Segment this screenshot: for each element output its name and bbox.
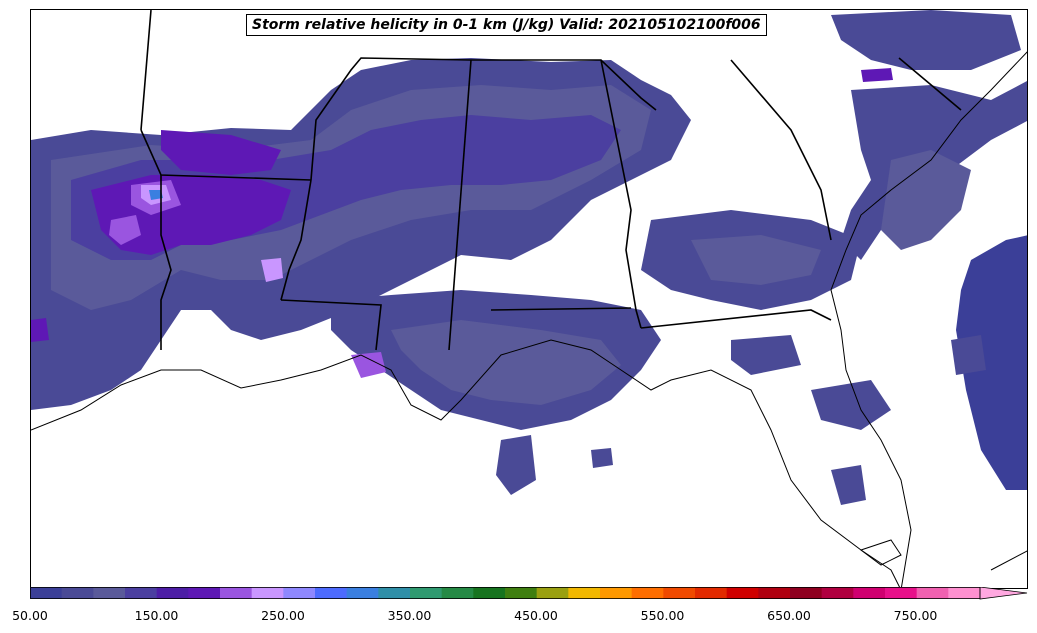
colorbar-segment <box>93 587 126 599</box>
colorbar-segment <box>410 587 443 599</box>
helicity-map <box>31 10 1027 588</box>
colorbar-segment <box>346 587 379 599</box>
colorbar-outline <box>30 587 981 599</box>
helicity-contours <box>31 10 1027 505</box>
colorbar-segment <box>853 587 886 599</box>
colorbar-segment <box>568 587 601 599</box>
colorbar-segment <box>30 587 63 599</box>
colorbar-segment <box>726 587 759 599</box>
colorbar-tick-label: 50.00 <box>12 608 48 623</box>
colorbar <box>30 587 1028 600</box>
colorbar-segment <box>790 587 823 599</box>
colorbar-segment <box>505 587 538 599</box>
colorbar-segment <box>188 587 221 599</box>
colorbar-segment <box>61 587 94 599</box>
colorbar-segment <box>283 587 316 599</box>
colorbar-segment <box>156 587 189 599</box>
map-title: Storm relative helicity in 0-1 km (J/kg)… <box>246 14 767 36</box>
map-panel <box>30 9 1028 589</box>
colorbar-tick-label: 650.00 <box>767 608 811 623</box>
colorbar-tick-label: 250.00 <box>261 608 305 623</box>
colorbar-segment <box>441 587 474 599</box>
colorbar-segment <box>536 587 569 599</box>
colorbar-segment <box>663 587 696 599</box>
colorbar-tick-label: 450.00 <box>514 608 558 623</box>
colorbar-segment <box>600 587 633 599</box>
colorbar-segment <box>948 587 981 599</box>
colorbar-segment <box>251 587 284 599</box>
colorbar-segment <box>315 587 348 599</box>
coastline <box>31 51 1027 588</box>
colorbar-segment <box>695 587 728 599</box>
colorbar-segment <box>885 587 918 599</box>
colorbar-segment <box>916 587 949 599</box>
colorbar-tick-label: 150.00 <box>134 608 179 623</box>
colorbar-segment <box>125 587 158 599</box>
colorbar-segment <box>473 587 506 599</box>
colorbar-segment <box>631 587 664 599</box>
colorbar-segment <box>821 587 854 599</box>
colorbar-segment <box>220 587 253 599</box>
colorbar-tick-label: 350.00 <box>387 608 432 623</box>
state-borders <box>140 10 962 351</box>
colorbar-tick-label: 750.00 <box>893 608 938 623</box>
colorbar-segment <box>758 587 791 599</box>
colorbar-extend-arrow <box>979 587 1028 600</box>
colorbar-segment <box>378 587 411 599</box>
colorbar-tick-label: 550.00 <box>640 608 685 623</box>
